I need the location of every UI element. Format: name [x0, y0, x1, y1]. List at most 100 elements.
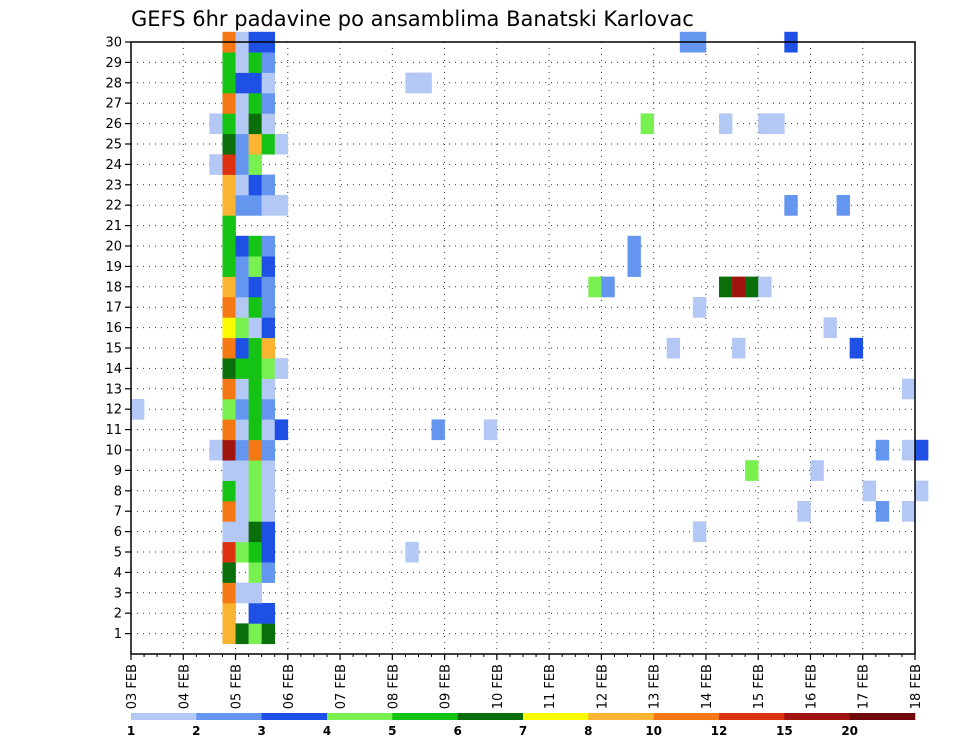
colorbar-tick-label: 3 — [257, 724, 265, 738]
y-tick-label: 26 — [105, 117, 122, 132]
heatmap-cell — [248, 358, 262, 379]
heatmap-cell — [248, 582, 262, 604]
heatmap-cell — [810, 460, 824, 481]
x-tick-label: 03 FEB — [125, 664, 140, 709]
heatmap-cell — [261, 460, 276, 481]
heatmap-cell — [261, 562, 276, 583]
heatmap-cell — [222, 358, 236, 379]
y-tick-label: 13 — [105, 382, 122, 397]
heatmap-cell — [261, 174, 276, 196]
heatmap-cell — [222, 337, 236, 359]
heatmap-cell — [261, 378, 276, 400]
heatmap-cell — [235, 623, 249, 645]
heatmap-cell — [248, 93, 262, 114]
heatmap-cell — [248, 195, 262, 216]
heatmap-cell — [248, 276, 262, 298]
heatmap-cell — [235, 501, 249, 522]
heatmap-cell — [235, 52, 249, 73]
heatmap-cell — [235, 337, 249, 359]
colorbar-tick-label: 7 — [519, 724, 527, 738]
heatmap-cell — [248, 235, 262, 257]
heatmap-cell — [222, 52, 236, 73]
colorbar-swatch — [131, 713, 197, 720]
heatmap-cell — [418, 72, 432, 94]
heatmap-cell — [261, 93, 276, 114]
colorbar-tick-label: 1 — [127, 724, 135, 738]
heatmap-cell — [235, 72, 249, 94]
heatmap-cell — [209, 113, 223, 135]
x-tick-label: 16 FEB — [804, 664, 819, 709]
heatmap-cell — [588, 276, 602, 298]
colorbar-swatch — [849, 713, 916, 720]
heatmap-cell — [431, 419, 445, 441]
axis-ticks — [125, 41, 916, 660]
y-tick-label: 11 — [105, 423, 122, 438]
heatmap-cell — [248, 297, 262, 318]
x-tick-label: 11 FEB — [543, 664, 558, 709]
heatmap-cell — [692, 297, 707, 318]
heatmap-cell — [235, 93, 249, 114]
heatmap-cell — [222, 256, 236, 277]
heatmap-cell — [222, 521, 236, 543]
x-tick-label: 12 FEB — [595, 664, 610, 709]
heatmap-cell — [627, 256, 641, 277]
heatmap-cell — [248, 256, 262, 277]
x-tick-label: 04 FEB — [177, 664, 192, 709]
colorbar-swatch — [196, 713, 262, 720]
heatmap-cell — [261, 358, 276, 379]
y-tick-label: 5 — [114, 546, 122, 561]
y-tick-label: 7 — [114, 505, 122, 520]
heatmap-cell — [222, 133, 236, 155]
colorbar-legend: 1 2 3 4 5 6 7 8 10 12 15 20 — [127, 713, 916, 738]
colorbar-tick-label: 8 — [584, 724, 592, 738]
heatmap-cell — [222, 297, 236, 318]
heatmap-cell — [235, 541, 249, 563]
heatmap-cell — [901, 378, 916, 400]
heatmap-cell — [732, 276, 746, 298]
heatmap-cell — [261, 623, 276, 645]
heatmap-cell — [222, 215, 236, 237]
heatmap-cell — [745, 460, 759, 481]
heatmap-cell — [222, 93, 236, 114]
heatmap-cell — [261, 337, 276, 359]
heatmap-cell — [261, 541, 276, 563]
y-tick-label: 30 — [105, 36, 122, 51]
y-tick-label: 1 — [114, 627, 122, 642]
heatmap-cell — [261, 133, 276, 155]
heatmap-cell — [248, 174, 262, 196]
heatmap-cell — [261, 419, 276, 441]
heatmap-cell — [222, 603, 236, 624]
heatmap-cell — [274, 358, 289, 379]
heatmap-cell — [209, 439, 223, 461]
heatmap-cell — [235, 235, 249, 257]
y-tick-label: 28 — [105, 76, 122, 91]
heatmap-cell — [601, 276, 615, 298]
heatmap-cell — [222, 113, 236, 135]
heatmap-cell — [248, 501, 262, 522]
heatmap-cell — [915, 480, 929, 502]
x-tick-label: 07 FEB — [334, 664, 349, 709]
heatmap-cell — [248, 521, 262, 543]
heatmap-cell — [405, 72, 419, 94]
heatmap-cell — [248, 562, 262, 583]
heatmap-cell — [235, 276, 249, 298]
heatmap-cell — [222, 562, 236, 583]
y-tick-label: 16 — [105, 321, 122, 336]
heatmap-cell — [209, 154, 223, 175]
heatmap-cell — [627, 235, 641, 257]
x-tick-label: 08 FEB — [386, 664, 401, 709]
colorbar-swatch — [261, 713, 328, 720]
heatmap-cell — [222, 378, 236, 400]
colorbar-swatch — [653, 713, 720, 720]
heatmap-cell — [222, 399, 236, 420]
x-tick-label: 09 FEB — [439, 664, 454, 709]
heatmap-cell — [235, 154, 249, 175]
heatmap-cell — [222, 154, 236, 175]
heatmap-cell — [222, 480, 236, 502]
heatmap-cell — [261, 603, 276, 624]
heatmap-cell — [849, 337, 864, 359]
y-tick-label: 4 — [114, 566, 122, 581]
heatmap-cell — [261, 480, 276, 502]
colorbar-swatch — [523, 713, 589, 720]
